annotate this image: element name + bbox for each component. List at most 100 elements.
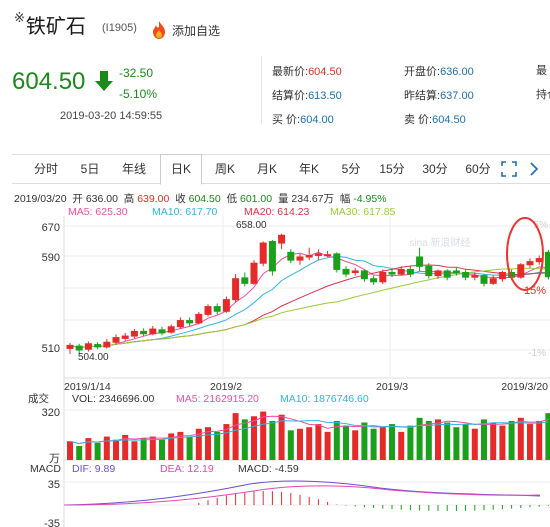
volume-bar: [85, 438, 92, 460]
macd-bars: [198, 491, 549, 511]
candle-body: [296, 256, 304, 261]
candle-body: [186, 320, 194, 324]
x-date-4: 2019/3/20: [501, 381, 548, 393]
stats-bid: 买 价:604.00: [272, 110, 334, 128]
volume-bar: [343, 425, 349, 460]
volume-bar: [168, 433, 175, 460]
volume-bars: [67, 411, 550, 460]
tab-yearly-k[interactable]: 年K: [298, 162, 319, 176]
vol-value: 234.67万: [291, 193, 335, 205]
volume-bar: [499, 425, 506, 460]
tab-5min[interactable]: 5分: [341, 162, 361, 176]
volume-bar: [389, 424, 395, 460]
macd-dif-line: [63, 480, 541, 506]
stat-label: 最新价:: [272, 66, 309, 78]
candle-body: [167, 326, 175, 333]
tab-15min[interactable]: 15分: [379, 162, 405, 176]
stats-open: 开盘价:636.00: [404, 62, 474, 80]
macd-dif: DIF: 9.89: [72, 463, 115, 475]
open-label: 开: [72, 193, 83, 205]
close-label: 收: [175, 193, 186, 205]
candle-body: [462, 272, 470, 278]
tab-monthly-k[interactable]: 月K: [256, 162, 277, 176]
instrument-code: (I1905): [102, 22, 137, 34]
volume-bar: [315, 424, 322, 460]
period-tabs: 分时 5日 年线 日K 周K 月K 年K 5分 15分 30分 60分: [12, 154, 550, 185]
volume-bar: [481, 419, 487, 460]
tab-60min[interactable]: 60分: [465, 162, 491, 176]
stats-settle: 结算价:613.50: [272, 86, 342, 104]
stat-label: 开盘价:: [404, 66, 441, 78]
stat-label: 买 价:: [272, 114, 301, 126]
candle-body: [333, 253, 341, 270]
peak-label: 658.00: [236, 220, 267, 231]
volume-bar: [205, 427, 211, 460]
pct-label-low: -1%: [528, 348, 546, 359]
flame-icon: [153, 21, 165, 39]
fullscreen-icon[interactable]: [501, 161, 517, 177]
tab-daily-k[interactable]: 日K: [160, 154, 202, 185]
volume-bar: [149, 436, 156, 460]
tab-5day[interactable]: 5日: [80, 162, 100, 176]
stat-label: 结算价:: [272, 90, 309, 102]
macd-y-top: 35: [48, 479, 60, 491]
stat-label: 卖 价:: [404, 114, 433, 126]
divider: [261, 56, 262, 124]
tab-timeshare[interactable]: 分时: [33, 162, 58, 176]
ma5-legend: MA5: 625.30: [68, 206, 128, 218]
price-change-percent: -5.10%: [119, 87, 158, 101]
volume-bar: [379, 427, 386, 460]
candle-body: [406, 268, 414, 275]
low-label: 504.00: [78, 352, 109, 363]
add-favorite-button[interactable]: 添加自选: [150, 20, 220, 40]
candle-body: [94, 344, 102, 348]
y-label-top: 670: [42, 222, 60, 234]
candle-body: [471, 275, 479, 278]
volume-bar: [103, 436, 110, 460]
stats-col3-b: 持仓: [536, 89, 550, 101]
candle-body: [112, 337, 120, 343]
volume-bar: [278, 414, 285, 460]
candle-body: [241, 277, 249, 284]
high-value: 639.00: [137, 193, 170, 205]
tab-30min[interactable]: 30分: [422, 162, 448, 176]
low-value: 601.00: [240, 193, 273, 205]
candle-body: [517, 264, 525, 278]
volume-bar: [536, 420, 543, 460]
volume-bar: [453, 427, 460, 460]
volume-bar: [140, 438, 147, 460]
candle-body: [176, 320, 184, 328]
ma20-legend: MA20: 614.23: [244, 206, 310, 218]
tab-weekly-k[interactable]: 周K: [214, 162, 235, 176]
stat-value: 604.50: [308, 66, 342, 78]
close-value: 604.50: [188, 193, 221, 205]
candle-body: [268, 241, 276, 272]
kline-date: 2019/03/20: [14, 193, 67, 205]
volume-bar: [508, 420, 515, 460]
volume-ma5: MA5: 2162915.20: [176, 393, 259, 405]
stat-value: 636.00: [440, 66, 474, 78]
volume-bar: [435, 419, 441, 460]
candle-body: [498, 272, 506, 280]
volume-bar: [232, 413, 239, 460]
volume-bar: [471, 428, 478, 460]
chevron-right-icon[interactable]: [526, 161, 542, 177]
pct-label-mid: 15%: [524, 285, 546, 297]
volume-bar: [186, 436, 193, 460]
ma30-legend: MA30: 617.85: [330, 206, 396, 218]
volume-bar: [159, 439, 165, 460]
low-label: 低: [226, 193, 238, 205]
macd-label: MACD: [30, 463, 61, 475]
candle-body: [305, 254, 313, 258]
header: ※铁矿石 (I1905) 添加自选: [0, 0, 550, 46]
candle-body: [544, 251, 550, 278]
volume-bar: [131, 441, 138, 460]
tab-year-line[interactable]: 年线: [121, 162, 146, 176]
current-price: 604.50: [12, 68, 86, 95]
volume-bar: [76, 445, 83, 460]
asterisk-icon: ※: [14, 10, 25, 25]
volume-bar: [361, 422, 368, 460]
candle-body: [103, 341, 111, 348]
volume-bar: [517, 417, 524, 460]
price-change: -32.50: [119, 66, 154, 80]
